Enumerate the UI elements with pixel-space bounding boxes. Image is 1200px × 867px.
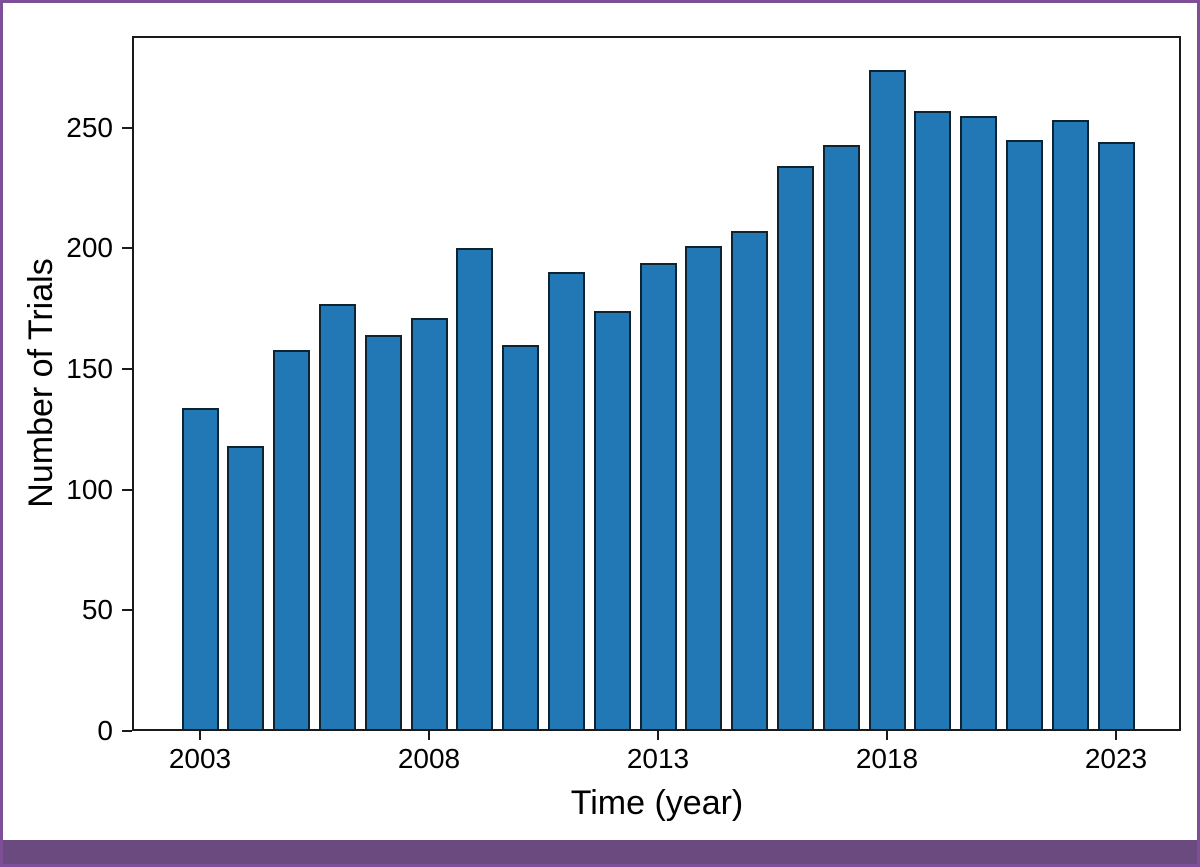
y-tick-label: 50 [81,594,113,626]
x-tick-label: 2023 [1084,743,1148,774]
x-tick-mark [1115,731,1117,740]
y-tick-label: 200 [66,232,113,264]
x-tick-mark [657,731,659,740]
bar-2019 [914,110,952,731]
x-tick-label: 2018 [855,743,919,774]
x-tick-label: 2013 [626,743,690,774]
x-tick-mark [428,731,430,740]
bar-2007 [364,335,402,731]
bar-2020 [960,115,998,731]
y-tick-label: 0 [97,715,113,746]
x-tick-mark [886,731,888,740]
y-tick-mark [122,488,132,491]
x-tick-mark [199,731,201,740]
x-tick-label: 2003 [168,743,232,774]
bar-2006 [318,303,356,731]
x-tick-label: 2008 [397,743,461,774]
bar-2004 [227,446,265,731]
bar-2008 [410,318,448,731]
y-tick-label: 100 [66,473,113,505]
bar-2012 [593,311,631,731]
bar-2016 [776,166,814,731]
y-tick-label: 250 [66,111,113,143]
bar-2014 [685,245,723,731]
bar-2013 [639,262,677,731]
y-tick-mark [122,609,132,612]
y-tick-mark [122,126,132,129]
y-tick-mark [122,247,132,250]
y-tick-label: 150 [66,353,113,385]
bar-2015 [731,231,769,731]
bar-2009 [456,248,494,731]
bar-2005 [273,349,311,731]
bar-2011 [547,272,585,731]
y-tick-mark [122,368,132,371]
bar-2017 [822,144,860,731]
bar-2023 [1097,142,1135,731]
bar-2003 [181,407,219,731]
bottom-band [3,840,1197,864]
x-axis-title: Time (year) [570,784,744,822]
bar-2021 [1005,139,1043,731]
bar-2010 [502,344,540,731]
bar-2018 [868,69,906,731]
y-tick-mark [122,730,132,732]
bar-2022 [1051,120,1089,731]
